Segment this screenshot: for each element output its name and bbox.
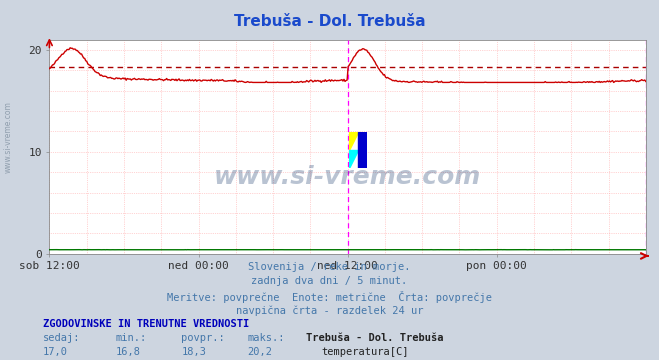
Text: 20,2: 20,2 — [247, 347, 272, 357]
Polygon shape — [358, 132, 368, 168]
Text: 17,0: 17,0 — [43, 347, 68, 357]
Text: temperatura[C]: temperatura[C] — [321, 347, 409, 357]
Text: www.si-vreme.com: www.si-vreme.com — [214, 165, 481, 189]
Text: Slovenija / reke in morje.: Slovenija / reke in morje. — [248, 262, 411, 272]
Polygon shape — [349, 132, 358, 150]
Text: www.si-vreme.com: www.si-vreme.com — [4, 101, 13, 173]
Text: zadnja dva dni / 5 minut.: zadnja dva dni / 5 minut. — [251, 276, 408, 287]
Text: Trebuša - Dol. Trebuša: Trebuša - Dol. Trebuša — [306, 333, 444, 343]
Text: 16,8: 16,8 — [115, 347, 140, 357]
Polygon shape — [349, 150, 358, 168]
Text: maks.:: maks.: — [247, 333, 285, 343]
Text: povpr.:: povpr.: — [181, 333, 225, 343]
Text: 18,3: 18,3 — [181, 347, 206, 357]
Text: ZGODOVINSKE IN TRENUTNE VREDNOSTI: ZGODOVINSKE IN TRENUTNE VREDNOSTI — [43, 319, 249, 329]
Text: sedaj:: sedaj: — [43, 333, 80, 343]
Text: Meritve: povprečne  Enote: metrične  Črta: povprečje: Meritve: povprečne Enote: metrične Črta:… — [167, 291, 492, 303]
Text: navpična črta - razdelek 24 ur: navpična črta - razdelek 24 ur — [236, 305, 423, 316]
Text: Trebuša - Dol. Trebuša: Trebuša - Dol. Trebuša — [234, 14, 425, 29]
Text: min.:: min.: — [115, 333, 146, 343]
